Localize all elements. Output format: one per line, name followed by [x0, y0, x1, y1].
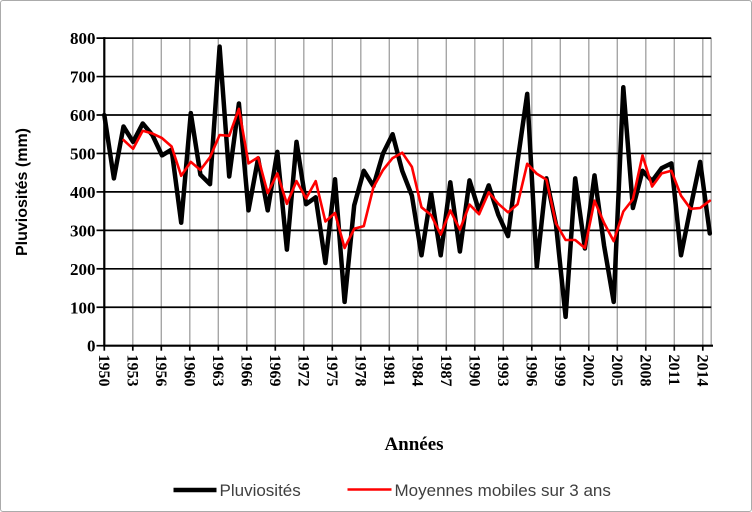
x-tick-label: 1981 — [380, 355, 397, 387]
x-tick-label: 1963 — [209, 355, 226, 387]
y-tick-label: 600 — [70, 106, 96, 125]
x-tick-label: 1984 — [408, 355, 425, 387]
x-tick-labels: 1950 1953 1956 1960 1963 1966 1969 1972 1975 1978… — [95, 355, 710, 387]
x-tick-label: 2002 — [579, 355, 596, 387]
x-tick-label: 2014 — [693, 355, 710, 387]
x-tick-label: 1950 — [95, 355, 112, 387]
series-line-moyennes-mobiles — [122, 107, 712, 250]
y-tick-label: 100 — [70, 298, 96, 317]
x-tick-label: 1969 — [266, 355, 283, 387]
y-tick-label: 200 — [70, 260, 96, 279]
y-tick-label: 800 — [70, 29, 96, 48]
y-axis-title: Pluviosités (mm) — [14, 128, 31, 256]
x-tick-label: 1956 — [152, 355, 169, 387]
legend-label-moyennes: Moyennes mobiles sur 3 ans — [395, 481, 611, 500]
x-tick-label: 1993 — [494, 355, 511, 387]
x-tick-label: 1960 — [180, 355, 197, 387]
y-tick-label: 500 — [70, 144, 96, 163]
legend-label-pluviosites: Pluviosités — [220, 481, 301, 500]
x-tick-label: 1996 — [522, 355, 539, 387]
legend-item-pluviosites: Pluviosités — [173, 481, 301, 500]
y-tick-labels: 0 100 200 300 400 500 600 700 800 — [70, 29, 96, 356]
y-tick-label: 700 — [70, 68, 96, 87]
x-tick-label: 1999 — [551, 355, 568, 387]
y-tick-label: 0 — [87, 337, 96, 356]
series-lines — [102, 44, 713, 320]
series-line-pluviosites — [102, 44, 713, 320]
x-tick-label: 2011 — [665, 355, 682, 386]
x-tick-label: 2008 — [636, 355, 653, 387]
y-tick-label: 400 — [70, 183, 96, 202]
legend: Pluviosités Moyennes mobiles sur 3 ans — [173, 481, 611, 500]
x-tick-label: 1966 — [237, 355, 254, 387]
x-tick-label: 1978 — [351, 355, 368, 387]
x-tick-label: 2005 — [608, 355, 625, 387]
x-tick-label: 1987 — [437, 355, 454, 387]
x-axis-title: Années — [384, 434, 443, 455]
x-tick-label: 1972 — [294, 355, 311, 387]
tick-marks — [96, 37, 704, 351]
y-tick-label: 300 — [70, 221, 96, 240]
legend-item-moyennes: Moyennes mobiles sur 3 ans — [347, 481, 611, 500]
x-tick-label: 1975 — [323, 355, 340, 387]
x-tick-label: 1953 — [123, 355, 140, 387]
x-tick-label: 1990 — [465, 355, 482, 387]
